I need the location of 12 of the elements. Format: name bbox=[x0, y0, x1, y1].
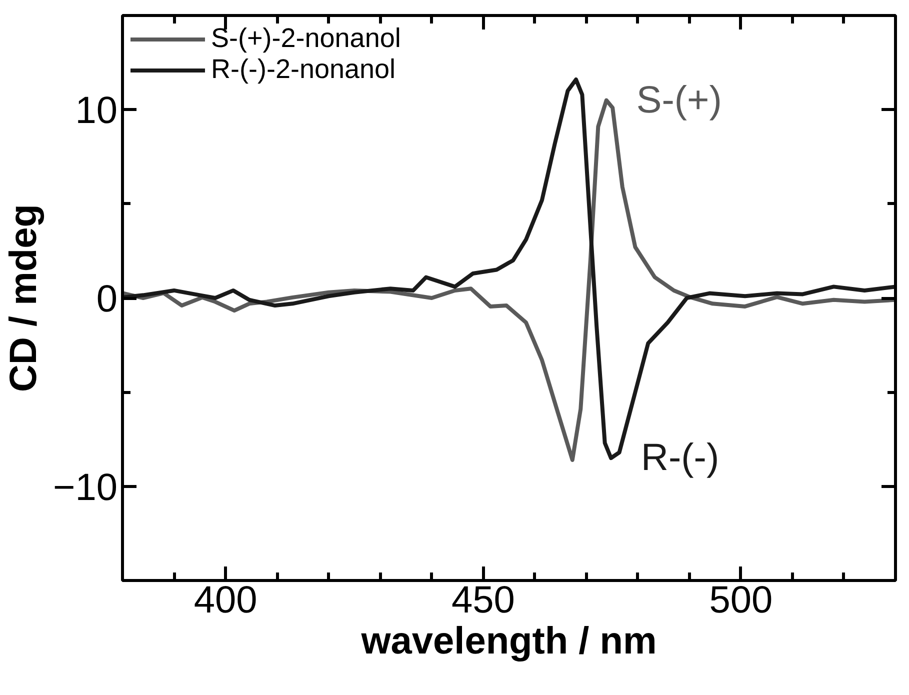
y-tick-label: 0 bbox=[96, 278, 118, 320]
legend-label: S-(+)-2-nonanol bbox=[211, 23, 401, 54]
x-tick-label: 400 bbox=[194, 580, 258, 622]
y-axis-title: CD / mdeg bbox=[3, 204, 46, 392]
x-axis-title: wavelength / nm bbox=[360, 620, 657, 662]
annotation: R-(-) bbox=[641, 437, 720, 480]
y-tick-label: 10 bbox=[75, 90, 118, 132]
x-tick-label: 500 bbox=[709, 580, 773, 622]
y-tick-label: −10 bbox=[53, 466, 118, 509]
legend-label: R-(-)-2-nonanol bbox=[211, 54, 396, 85]
x-tick-label: 450 bbox=[452, 580, 515, 622]
annotation: S-(+) bbox=[636, 79, 722, 122]
